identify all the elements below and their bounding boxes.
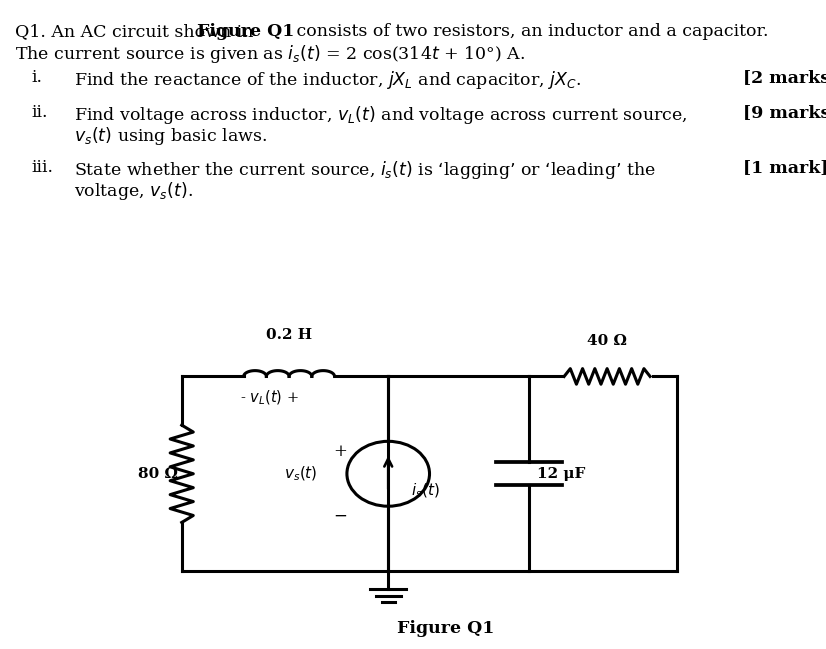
Text: - $v_L(t)$ +: - $v_L(t)$ + [240,388,298,406]
Text: voltage, $v_s(t)$.: voltage, $v_s(t)$. [74,180,193,202]
Text: 40 Ω: 40 Ω [587,334,627,349]
Text: iii.: iii. [31,159,54,176]
Text: $v_s(t)$: $v_s(t)$ [284,465,318,483]
Text: Q1. An AC circuit shown in: Q1. An AC circuit shown in [15,23,259,40]
Text: [9 marks]: [9 marks] [743,104,826,121]
Text: consists of two resistors, an inductor and a capacitor.: consists of two resistors, an inductor a… [291,23,768,40]
Text: $i_s(t)$: $i_s(t)$ [411,482,440,500]
Text: 80 Ω: 80 Ω [138,467,178,481]
Text: The current source is given as $i_s(t)$ = 2 cos(314$t$ + 10°) A.: The current source is given as $i_s(t)$ … [15,43,525,66]
Text: −: − [334,508,347,524]
Text: ii.: ii. [31,104,48,121]
Text: [2 marks]: [2 marks] [743,69,826,86]
Text: 12 μF: 12 μF [537,467,586,481]
Text: Find voltage across inductor, $v_L(t)$ and voltage across current source,: Find voltage across inductor, $v_L(t)$ a… [74,104,688,126]
Text: [1 mark]: [1 mark] [743,159,826,176]
Text: i.: i. [31,69,42,86]
Text: Figure Q1: Figure Q1 [197,23,294,40]
Text: Find the reactance of the inductor, $jX_L$ and capacitor, $jX_C$.: Find the reactance of the inductor, $jX_… [74,69,582,92]
Text: 0.2 H: 0.2 H [266,328,312,342]
Text: Figure Q1: Figure Q1 [397,620,495,637]
Text: $v_s(t)$ using basic laws.: $v_s(t)$ using basic laws. [74,125,268,147]
Text: State whether the current source, $i_s(t)$ is ‘lagging’ or ‘leading’ the: State whether the current source, $i_s(t… [74,159,656,181]
Text: +: + [334,443,347,459]
